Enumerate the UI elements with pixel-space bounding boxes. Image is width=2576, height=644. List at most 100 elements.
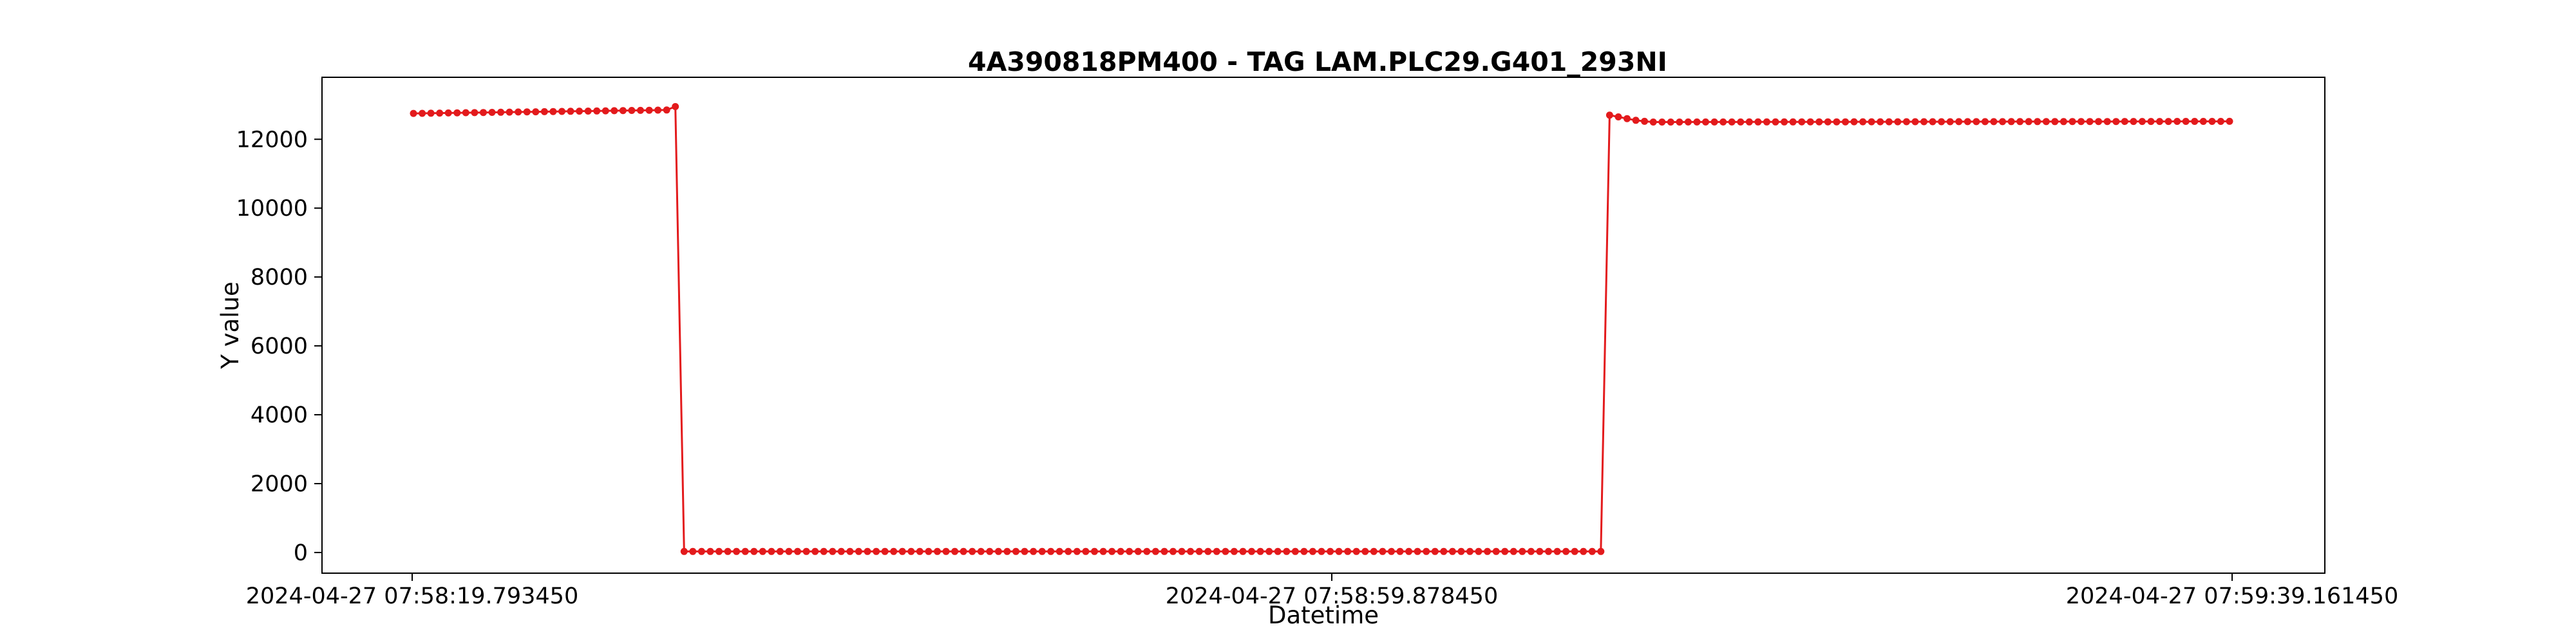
data-point xyxy=(741,547,749,555)
data-point xyxy=(768,547,775,555)
data-point xyxy=(1955,118,1963,126)
data-point xyxy=(1999,118,2006,126)
data-point xyxy=(1431,547,1439,555)
data-point xyxy=(1859,118,1867,126)
data-point xyxy=(1728,118,1736,126)
data-point xyxy=(2164,118,2172,126)
data-point xyxy=(1361,547,1369,555)
data-point xyxy=(2060,118,2067,126)
data-point xyxy=(1946,118,1954,126)
data-point xyxy=(1649,118,1657,126)
data-point xyxy=(1056,547,1063,555)
data-point xyxy=(1938,118,1946,126)
data-point xyxy=(549,108,557,115)
data-point xyxy=(1641,117,1649,125)
data-point xyxy=(1693,118,1701,126)
data-point xyxy=(934,547,941,555)
data-point xyxy=(1134,547,1142,555)
data-point xyxy=(724,547,732,555)
data-point xyxy=(680,547,688,555)
data-point xyxy=(611,107,618,115)
data-point xyxy=(689,547,697,555)
data-point xyxy=(942,547,950,555)
data-point xyxy=(1667,118,1674,126)
data-point xyxy=(1484,547,1492,555)
y-tick-label: 6000 xyxy=(251,334,308,359)
data-point xyxy=(2182,118,2190,125)
data-point xyxy=(1187,547,1195,555)
data-point xyxy=(645,106,653,114)
data-point xyxy=(1448,547,1456,555)
data-point xyxy=(1178,547,1186,555)
data-point xyxy=(2103,118,2111,126)
data-point xyxy=(706,547,714,555)
data-point xyxy=(419,109,426,117)
data-point xyxy=(1920,118,1927,126)
data-point xyxy=(1772,118,1779,126)
data-point xyxy=(1501,547,1509,555)
data-point xyxy=(1553,547,1561,555)
y-tick-label: 12000 xyxy=(236,127,308,153)
data-point xyxy=(1466,547,1473,555)
data-point xyxy=(2191,118,2199,125)
data-point xyxy=(1335,547,1343,555)
data-point xyxy=(1763,118,1770,126)
data-point xyxy=(567,108,574,115)
data-point xyxy=(506,108,513,116)
series-line xyxy=(413,105,2230,553)
data-point xyxy=(1754,118,1762,126)
data-point xyxy=(480,109,487,117)
x-tick-label: 2024-04-27 07:58:59.878450 xyxy=(1166,583,1498,609)
y-axis: 0 2000 4000 6000 8000 10000 12000 xyxy=(236,127,322,566)
data-point xyxy=(1204,547,1212,555)
data-point xyxy=(1379,547,1387,555)
data-point xyxy=(453,109,461,117)
data-point xyxy=(1571,547,1578,555)
data-point xyxy=(1781,118,1788,126)
data-point xyxy=(1291,547,1299,555)
data-point xyxy=(2078,118,2085,126)
data-point xyxy=(1737,118,1745,126)
data-point xyxy=(986,547,994,555)
data-point xyxy=(1894,118,1902,126)
data-point xyxy=(1545,547,1552,555)
data-point xyxy=(1388,547,1395,555)
data-point xyxy=(1798,118,1806,126)
data-point xyxy=(776,547,784,555)
data-point xyxy=(1073,547,1081,555)
data-point xyxy=(873,547,880,555)
data-point xyxy=(907,547,915,555)
data-point xyxy=(1519,547,1526,555)
data-point xyxy=(1065,547,1072,555)
data-point xyxy=(1423,547,1430,555)
data-point xyxy=(1536,547,1544,555)
data-point xyxy=(1973,118,1980,126)
data-point xyxy=(1842,118,1849,126)
data-point xyxy=(1789,118,1797,126)
data-point xyxy=(1108,547,1116,555)
data-point xyxy=(1082,547,1090,555)
data-point xyxy=(637,106,644,114)
data-point xyxy=(846,547,854,555)
data-point xyxy=(444,109,452,117)
data-point xyxy=(2034,118,2041,126)
data-point xyxy=(994,547,1002,555)
data-point xyxy=(1344,547,1352,555)
data-point xyxy=(1702,118,1709,126)
data-point xyxy=(2121,118,2128,126)
data-point xyxy=(1710,118,1718,126)
data-point xyxy=(1012,547,1019,555)
x-axis-label: Datetime xyxy=(1268,601,1379,629)
data-point xyxy=(1239,547,1247,555)
data-point xyxy=(1327,547,1334,555)
data-point xyxy=(497,108,505,116)
data-point xyxy=(2042,118,2050,126)
data-point xyxy=(1824,118,1832,126)
data-point xyxy=(925,547,933,555)
data-point xyxy=(619,107,627,115)
data-point xyxy=(1676,118,1683,126)
data-point xyxy=(1370,547,1378,555)
data-point xyxy=(864,547,871,555)
data-point xyxy=(2147,118,2155,126)
